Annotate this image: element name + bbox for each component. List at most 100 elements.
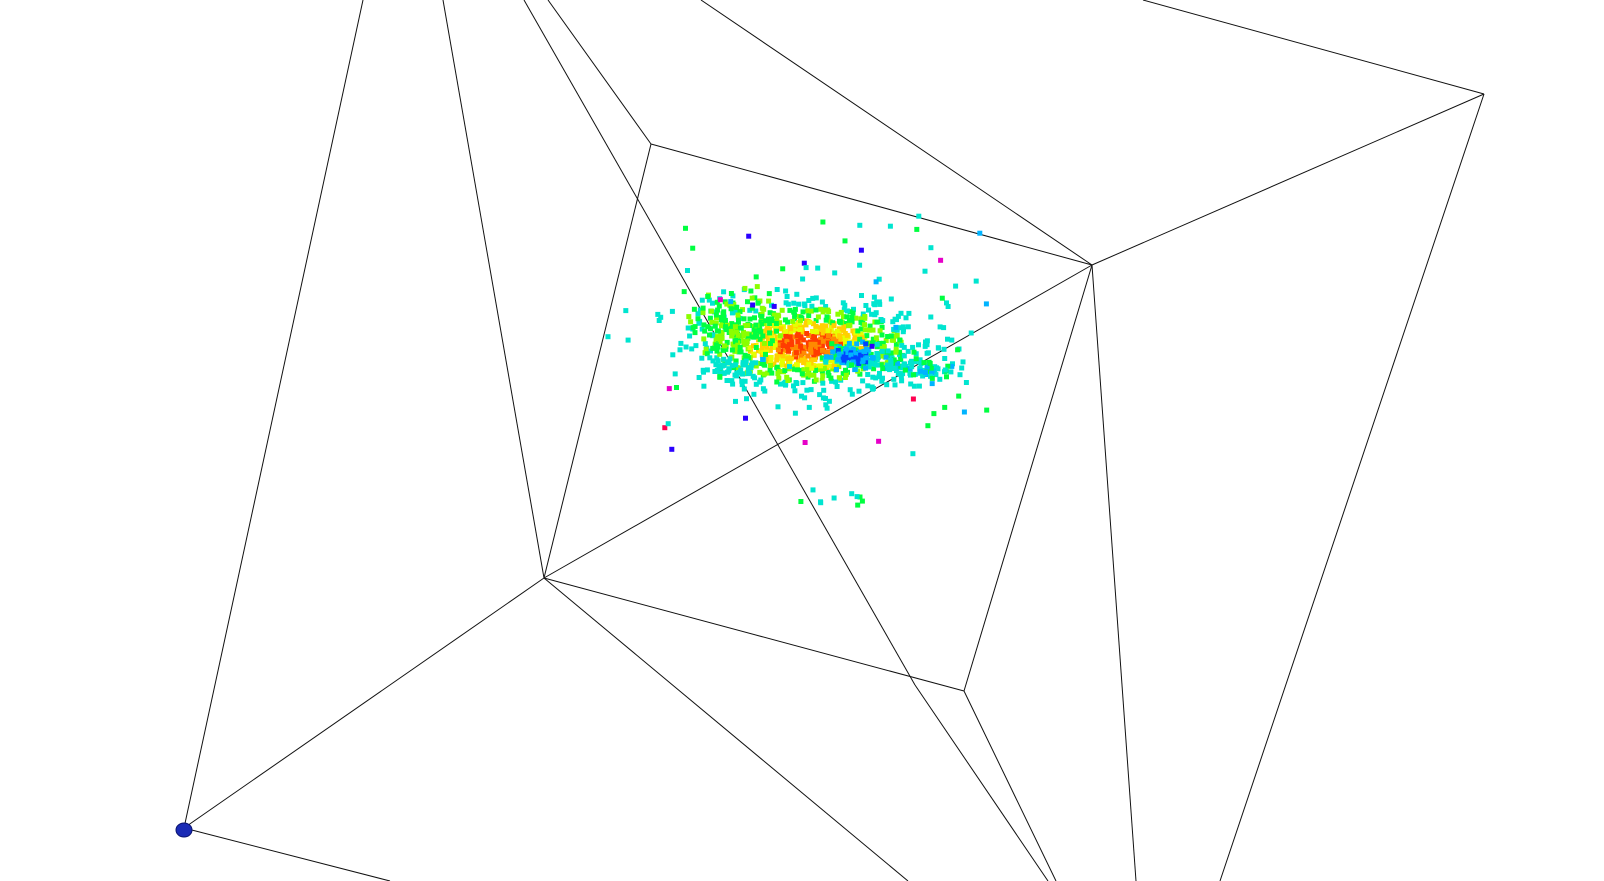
data-point xyxy=(930,381,935,386)
data-point xyxy=(666,421,671,426)
data-point xyxy=(884,355,889,360)
data-point xyxy=(821,395,826,400)
wireframe-edge xyxy=(548,0,651,144)
wireframe-edge xyxy=(184,828,390,881)
data-point xyxy=(716,328,721,333)
data-point xyxy=(923,370,928,375)
data-point xyxy=(955,347,960,352)
data-point xyxy=(916,214,921,219)
data-point xyxy=(721,357,726,362)
data-point xyxy=(807,405,812,410)
data-point xyxy=(778,333,783,338)
data-point xyxy=(710,301,715,306)
data-point xyxy=(857,263,862,268)
data-point xyxy=(792,388,797,393)
data-point xyxy=(686,314,691,319)
data-point xyxy=(744,331,749,336)
data-point xyxy=(738,345,743,350)
data-point xyxy=(872,312,877,317)
data-point xyxy=(766,299,771,304)
data-point xyxy=(801,309,806,314)
data-point xyxy=(784,375,789,380)
data-point xyxy=(723,318,728,323)
data-point xyxy=(760,357,765,362)
data-point xyxy=(794,350,799,355)
data-point xyxy=(837,352,842,357)
data-point xyxy=(942,405,947,410)
data-point xyxy=(799,335,804,340)
data-point xyxy=(851,311,856,316)
data-point xyxy=(808,347,813,352)
data-point xyxy=(729,378,734,383)
data-point xyxy=(714,313,719,318)
data-point xyxy=(707,355,712,360)
data-point xyxy=(834,367,839,372)
wireframe-edge xyxy=(964,691,1056,881)
data-point xyxy=(693,324,698,329)
data-point xyxy=(729,291,734,296)
data-point xyxy=(796,302,801,307)
data-point xyxy=(728,356,733,361)
data-point xyxy=(623,308,628,313)
data-point xyxy=(902,353,907,358)
data-point xyxy=(724,327,729,332)
data-point xyxy=(729,306,734,311)
data-point xyxy=(964,380,969,385)
data-point xyxy=(886,348,891,353)
data-point xyxy=(690,246,695,251)
data-point xyxy=(763,318,768,323)
data-point xyxy=(814,378,819,383)
data-point xyxy=(843,368,848,373)
data-point xyxy=(823,360,828,365)
data-point xyxy=(872,295,877,300)
data-point xyxy=(743,362,748,367)
data-point xyxy=(701,310,706,315)
data-point xyxy=(697,375,702,380)
data-point xyxy=(775,365,780,370)
data-point xyxy=(688,319,693,324)
data-point xyxy=(767,330,772,335)
data-point xyxy=(746,234,751,239)
data-point xyxy=(718,297,723,302)
data-point xyxy=(750,296,755,301)
data-point xyxy=(791,301,796,306)
data-point xyxy=(910,451,915,456)
data-point xyxy=(800,277,805,282)
data-point xyxy=(733,324,738,329)
data-point xyxy=(693,343,698,348)
data-point xyxy=(714,342,719,347)
data-point xyxy=(984,301,989,306)
wireframe-edges xyxy=(184,0,1484,881)
data-point xyxy=(811,487,816,492)
data-point xyxy=(751,392,756,397)
data-point xyxy=(757,370,762,375)
data-point xyxy=(893,350,898,355)
data-point xyxy=(818,500,823,505)
data-point xyxy=(891,377,896,382)
data-point xyxy=(936,366,941,371)
data-point xyxy=(909,359,914,364)
data-point xyxy=(795,363,800,368)
data-point xyxy=(825,350,830,355)
data-point xyxy=(704,347,709,352)
data-point xyxy=(942,356,947,361)
data-point xyxy=(863,327,868,332)
data-point xyxy=(802,395,807,400)
data-point xyxy=(899,343,904,348)
data-point xyxy=(720,363,725,368)
wireframe-edge xyxy=(544,578,964,691)
data-point xyxy=(752,315,757,320)
data-point xyxy=(906,311,911,316)
data-point xyxy=(859,293,864,298)
data-point xyxy=(931,411,936,416)
data-point xyxy=(812,357,817,362)
data-point xyxy=(916,342,921,347)
data-point xyxy=(862,322,867,327)
data-point xyxy=(930,376,935,381)
data-point xyxy=(827,399,832,404)
data-point xyxy=(974,279,979,284)
data-point xyxy=(674,385,679,390)
data-point xyxy=(758,329,763,334)
